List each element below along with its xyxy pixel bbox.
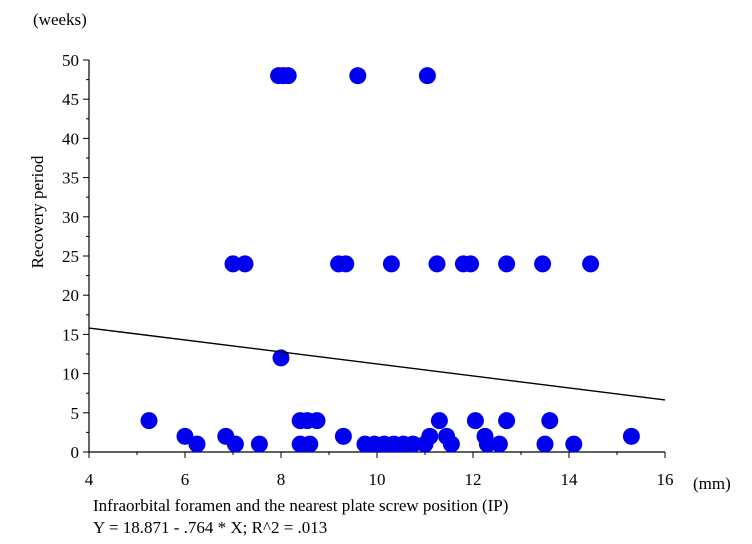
data-point [478, 435, 496, 453]
y-tick-label: 45 [62, 90, 79, 109]
y-tick-label: 25 [62, 247, 79, 266]
x-tick-label: 8 [277, 470, 286, 489]
data-point [337, 255, 355, 273]
data-point [466, 412, 484, 430]
x-axis-title: Infraorbital foramen and the nearest pla… [93, 496, 508, 515]
x-tick-label: 4 [85, 470, 94, 489]
axes [88, 60, 665, 453]
data-point [430, 412, 448, 430]
data-point [498, 255, 516, 273]
x-tick-label: 14 [561, 470, 579, 489]
data-point [536, 435, 554, 453]
data-point [176, 427, 194, 445]
x-tick-label: 16 [657, 470, 674, 489]
data-point [349, 67, 367, 85]
data-point [541, 412, 559, 430]
ticks: 0 5 10 15 20 25 30 35 40 45 50 4 6 8 10 12 14 16 [62, 51, 674, 489]
data-point [498, 412, 516, 430]
data-point [140, 412, 158, 430]
data-points [140, 67, 640, 453]
y-tick-label: 5 [71, 404, 80, 423]
data-point [622, 427, 640, 445]
data-point [534, 255, 552, 273]
data-point [224, 255, 242, 273]
y-tick-label: 40 [62, 129, 79, 148]
data-point [334, 427, 352, 445]
data-point [490, 435, 508, 453]
x-tick-label: 10 [369, 470, 386, 489]
data-point [428, 255, 446, 273]
data-point [279, 67, 297, 85]
data-point [404, 435, 422, 453]
y-tick-label: 30 [62, 208, 79, 227]
y-tick-label: 50 [62, 51, 79, 70]
y-tick-label: 20 [62, 286, 79, 305]
y-tick-label: 35 [62, 169, 79, 188]
regression-line [88, 327, 666, 401]
data-point [272, 349, 290, 367]
data-point [442, 435, 460, 453]
x-unit-label: (mm) [693, 474, 731, 493]
y-tick-label: 15 [62, 325, 79, 344]
data-point [308, 412, 326, 430]
data-point [418, 67, 436, 85]
data-point [462, 255, 480, 273]
y-tick-label: 10 [62, 365, 79, 384]
data-point [582, 255, 600, 273]
data-point [301, 435, 319, 453]
data-point [565, 435, 583, 453]
data-point [226, 435, 244, 453]
y-unit-label: (weeks) [33, 10, 87, 29]
data-point [236, 255, 254, 273]
data-point [188, 435, 206, 453]
x-tick-label: 6 [181, 470, 190, 489]
data-point [416, 435, 434, 453]
y-tick-label: 0 [71, 443, 80, 462]
data-point [250, 435, 268, 453]
data-point [382, 255, 400, 273]
x-tick-label: 12 [465, 470, 482, 489]
regression-equation: Y = 18.871 - .764 * X; R^2 = .013 [93, 518, 327, 537]
y-axis-title: Recovery period [28, 155, 47, 268]
